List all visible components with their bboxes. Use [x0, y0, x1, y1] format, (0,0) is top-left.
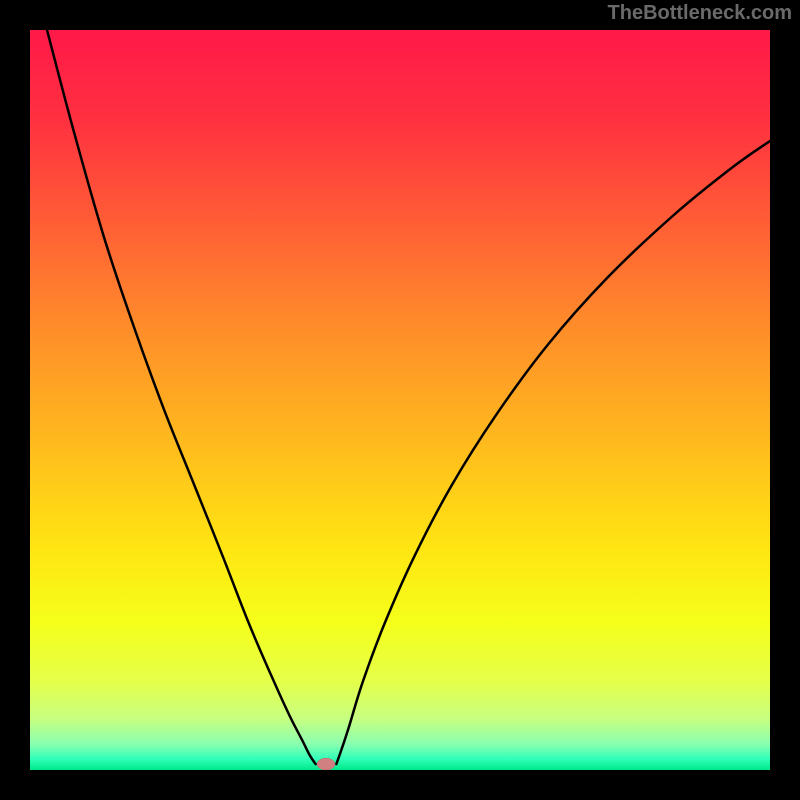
bottleneck-marker: [317, 758, 335, 770]
plot-area: [30, 30, 770, 770]
gradient-background: [30, 30, 770, 770]
plot-svg: [30, 30, 770, 770]
chart-container: TheBottleneck.com: [0, 0, 800, 800]
watermark-text: TheBottleneck.com: [608, 2, 792, 25]
